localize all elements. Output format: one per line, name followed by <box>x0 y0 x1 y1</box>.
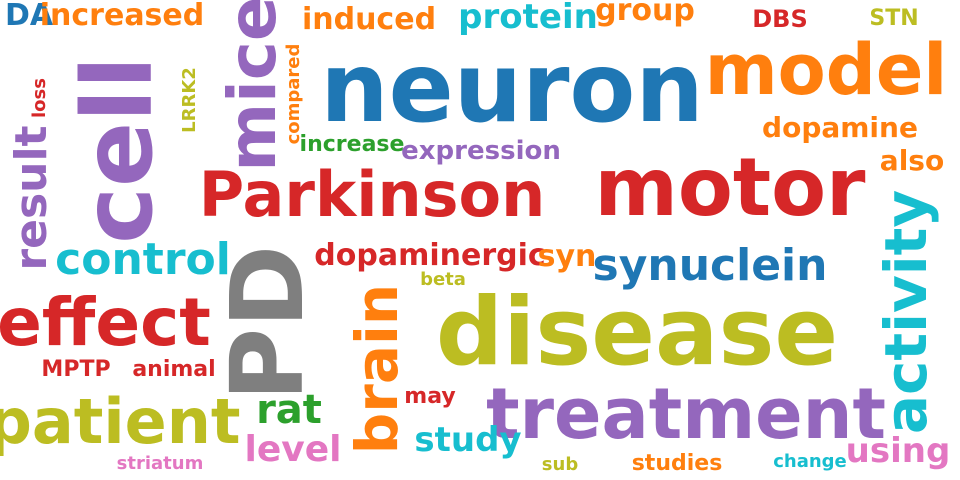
word-cell: cell <box>62 56 174 244</box>
word-brain: brain <box>343 283 411 455</box>
word-stn: STN <box>869 6 919 31</box>
word-also: also <box>879 144 945 177</box>
word-expression: expression <box>401 136 561 166</box>
word-neuron: neuron <box>320 32 704 144</box>
word-studies: studies <box>631 451 723 476</box>
word-synuclein: synuclein <box>592 240 828 291</box>
word-disease: disease <box>435 278 839 387</box>
word-dbs: DBS <box>752 5 808 33</box>
word-control: control <box>55 234 231 285</box>
word-group: group <box>595 0 695 28</box>
word-compared: compared <box>283 43 304 145</box>
word-sub: sub <box>541 454 579 475</box>
word-mptp: MPTP <box>41 357 111 382</box>
word-rat: rat <box>256 387 322 433</box>
word-beta: beta <box>420 269 466 290</box>
word-dopaminergic: dopaminergic <box>314 238 546 273</box>
word-model: model <box>704 29 948 111</box>
word-dopamine: dopamine <box>762 111 918 144</box>
word-syn: syn <box>537 239 597 274</box>
word-increased: increased <box>39 0 205 33</box>
word-treatment: treatment <box>486 373 886 455</box>
word-striatum: striatum <box>116 453 204 474</box>
word-induced: induced <box>301 2 437 37</box>
word-mice: mice <box>214 0 291 172</box>
word-da: DA <box>4 0 54 33</box>
word-increase: increase <box>299 132 405 157</box>
word-study: study <box>414 420 522 460</box>
word-level: level <box>244 429 342 470</box>
word-may: may <box>404 384 456 409</box>
word-using: using <box>845 431 951 471</box>
word-loss: loss <box>29 78 50 118</box>
word-protein: protein <box>458 0 598 37</box>
word-patient: patient <box>0 385 241 458</box>
word-pd: PD <box>209 244 326 402</box>
word-motor: motor <box>594 141 866 234</box>
word-result: result <box>6 125 57 271</box>
word-change: change <box>773 451 847 472</box>
word-effect: effect <box>0 284 211 361</box>
word-animal: animal <box>132 357 216 382</box>
word-lrrk2: LRRK2 <box>179 67 200 133</box>
word-parkinson: Parkinson <box>198 158 546 231</box>
